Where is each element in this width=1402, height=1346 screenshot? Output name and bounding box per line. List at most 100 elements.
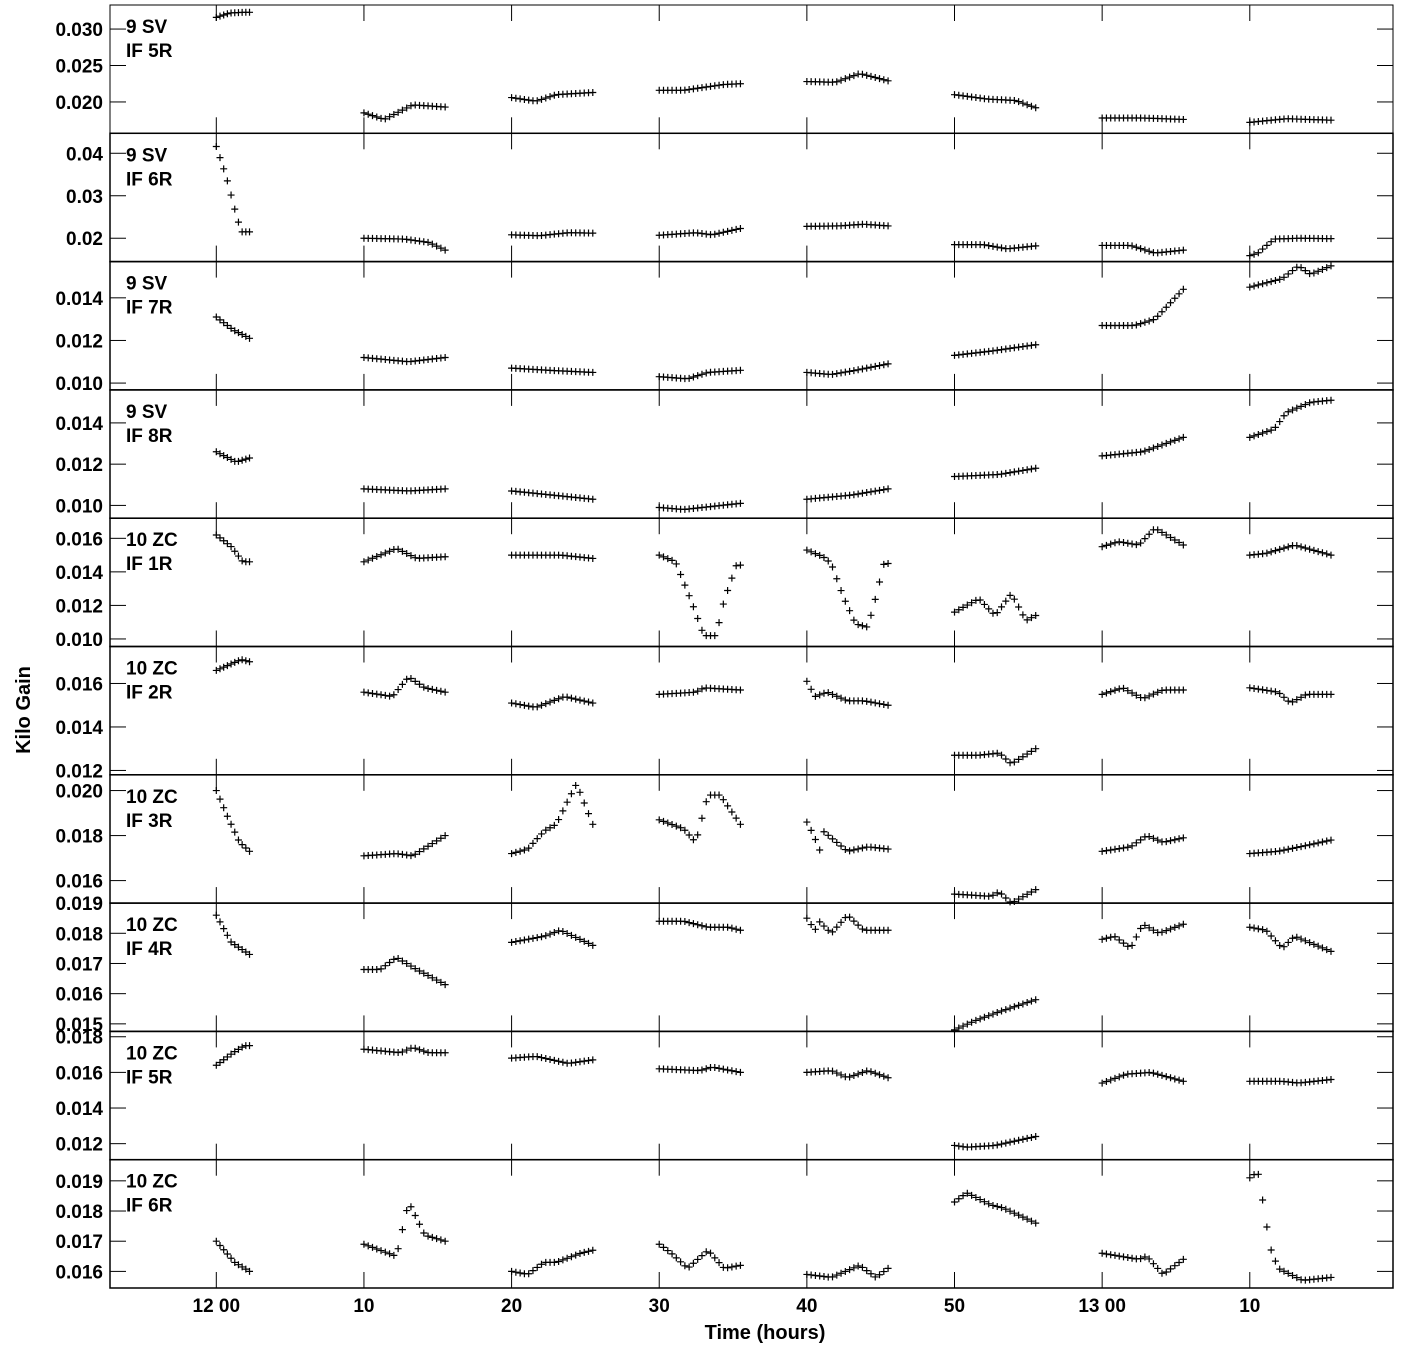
data-point [1032, 996, 1040, 1004]
data-point [1271, 423, 1279, 431]
data-point [1006, 344, 1014, 352]
data-point [1006, 1004, 1014, 1012]
data-point [416, 848, 424, 856]
data-point [364, 556, 372, 564]
data-point [1289, 934, 1297, 942]
data-point [846, 73, 854, 81]
data-point [1019, 1135, 1027, 1143]
data-point [1124, 942, 1132, 950]
data-point [1002, 597, 1010, 605]
data-point [538, 701, 545, 709]
data-point [858, 70, 866, 78]
data-point [1323, 550, 1331, 558]
data-point [212, 1061, 220, 1069]
data-point [538, 830, 545, 838]
data-point [1175, 922, 1183, 930]
data-point [227, 1050, 235, 1058]
data-point [841, 597, 849, 605]
data-point [1010, 468, 1018, 476]
data-point [1267, 687, 1275, 695]
data-point [223, 454, 231, 462]
data-point [724, 923, 732, 931]
data-point [238, 656, 246, 664]
data-point [858, 1263, 866, 1271]
data-point [1002, 469, 1010, 477]
data-point [732, 225, 740, 233]
data-point [1102, 1078, 1110, 1086]
data-point [1158, 308, 1166, 316]
data-point [1162, 927, 1170, 935]
data-point [1289, 844, 1297, 852]
data-point [416, 680, 424, 688]
data-point [715, 1064, 723, 1072]
y-tick-label: 0.014 [55, 289, 103, 310]
data-point [1280, 544, 1288, 552]
data-point [216, 665, 224, 673]
data-point [1280, 412, 1288, 420]
data-point [546, 930, 554, 938]
data-point [863, 623, 871, 631]
data-point [1027, 888, 1035, 896]
y-tick-label: 0.016 [55, 1262, 103, 1283]
data-point [1107, 1076, 1115, 1084]
y-tick-label: 0.019 [55, 1172, 103, 1193]
data-point [1314, 548, 1322, 556]
data-point [242, 948, 250, 956]
data-point [1162, 439, 1170, 447]
data-point [959, 1022, 967, 1030]
data-point [993, 749, 1001, 757]
data-point [407, 852, 415, 860]
data-point [512, 938, 520, 946]
y-tick-label: 0.030 [55, 20, 103, 41]
data-point [220, 1246, 228, 1254]
data-point [411, 677, 419, 685]
data-point [1276, 847, 1284, 855]
data-point [529, 839, 537, 847]
data-point [1175, 1259, 1183, 1266]
data-point [1271, 276, 1279, 284]
x-tick-label: 20 [501, 1296, 522, 1317]
y-tick-label: 0.010 [55, 374, 103, 395]
data-point [850, 72, 858, 80]
data-point [437, 978, 445, 986]
data-point [580, 1057, 588, 1065]
data-point [1280, 1267, 1288, 1275]
data-point [1010, 1137, 1018, 1145]
data-point [386, 1250, 394, 1258]
data-point [1137, 924, 1145, 932]
data-point [858, 844, 866, 852]
data-point [1141, 535, 1149, 543]
data-point [1301, 937, 1309, 945]
data-point [1179, 920, 1187, 928]
data-point [411, 850, 419, 858]
data-point [1327, 1273, 1335, 1281]
data-point [1263, 241, 1271, 249]
data-point [951, 608, 959, 616]
data-point [698, 922, 706, 930]
data-point [968, 1191, 976, 1199]
data-point [1267, 548, 1275, 556]
data-point [1019, 1000, 1027, 1008]
data-point [1010, 758, 1018, 766]
data-point [420, 1229, 428, 1237]
data-point [1162, 1073, 1170, 1081]
data-point [824, 557, 832, 565]
data-point [580, 937, 588, 945]
data-point [234, 218, 242, 226]
data-point [811, 550, 819, 558]
data-point [234, 1045, 242, 1053]
panel-label-if: IF 2R [126, 683, 173, 704]
data-point [1120, 539, 1128, 547]
data-point [659, 817, 667, 825]
data-point [685, 919, 693, 927]
data-point [807, 921, 815, 929]
data-point [212, 13, 220, 21]
data-point [373, 966, 381, 974]
data-point [223, 931, 231, 939]
data-point [1019, 611, 1027, 619]
y-tick-label: 0.016 [55, 1063, 103, 1084]
data-point [829, 370, 837, 378]
data-point [377, 691, 385, 699]
data-point [533, 703, 541, 711]
data-point [529, 1267, 537, 1275]
